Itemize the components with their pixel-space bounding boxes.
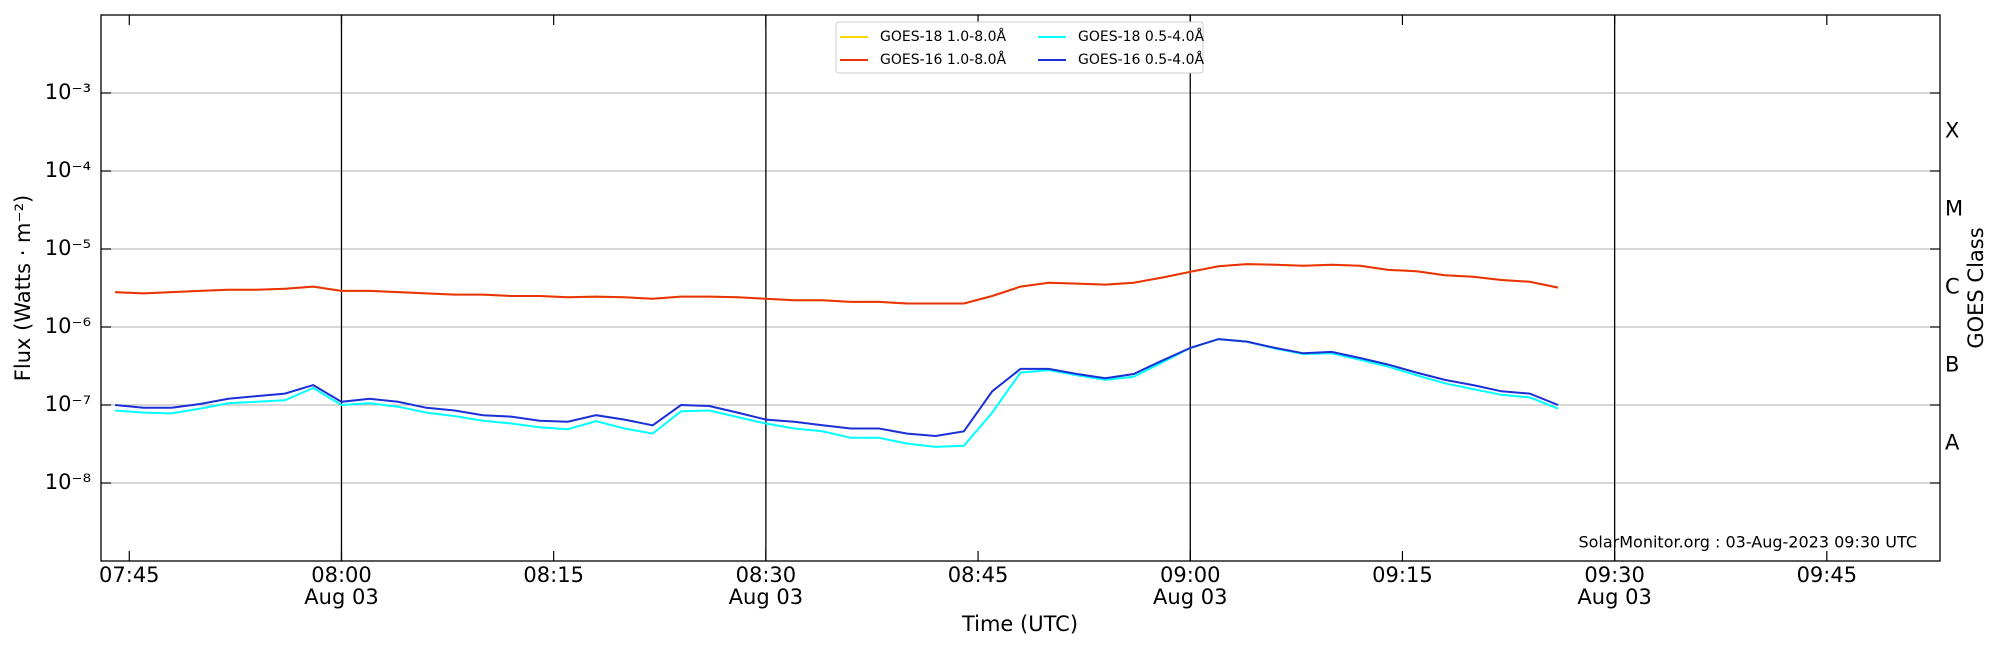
- y-tick-label: 10⁻⁶: [45, 314, 91, 338]
- x-tick-label: 09:00: [1160, 563, 1221, 587]
- x-tick-label: 08:30: [736, 563, 797, 587]
- series-line: [115, 338, 1559, 438]
- y-tick-label: 10⁻⁸: [45, 470, 91, 494]
- y-tick-label: 10⁻⁷: [45, 392, 91, 416]
- x-tick-label: 09:45: [1797, 563, 1858, 587]
- series-line: [115, 263, 1559, 305]
- series-line: [115, 263, 1559, 305]
- annotation: SolarMonitor.org : 03-Aug-2023 09:30 UTC: [1578, 533, 1917, 552]
- legend-label: GOES-18 0.5-4.0Å: [1078, 28, 1204, 45]
- y-axis-label: Flux (Watts · m⁻²): [11, 195, 35, 381]
- x-tick-date: Aug 03: [304, 585, 378, 609]
- y2-tick-label: C: [1945, 275, 1960, 299]
- x-tick-label: 08:45: [948, 563, 1009, 587]
- series-line: [115, 338, 1559, 448]
- y2-tick-label: M: [1945, 197, 1963, 221]
- plot-frame: [100, 14, 1941, 562]
- x-tick-date: Aug 03: [1153, 585, 1227, 609]
- y-tick-label: 10⁻⁵: [45, 236, 91, 260]
- x-tick-date: Aug 03: [1577, 585, 1651, 609]
- x-tick-label: 09:15: [1372, 563, 1433, 587]
- y2-tick-label: A: [1945, 431, 1960, 455]
- x-tick-label: 08:00: [311, 563, 372, 587]
- x-axis-label: Time (UTC): [961, 612, 1078, 636]
- y2-axis-label: GOES Class: [1964, 227, 1988, 348]
- legend-label: GOES-16 1.0-8.0Å: [880, 51, 1006, 68]
- x-tick-label: 08:15: [523, 563, 584, 587]
- y-tick-label: 10⁻⁴: [45, 158, 91, 182]
- legend-label: GOES-18 1.0-8.0Å: [880, 28, 1006, 45]
- legend-label: GOES-16 0.5-4.0Å: [1078, 51, 1204, 68]
- y2-tick-label: X: [1945, 119, 1959, 143]
- x-tick-label: 07:45: [99, 563, 160, 587]
- x-tick-label: 09:30: [1584, 563, 1645, 587]
- legend-box: [835, 21, 1204, 74]
- x-tick-date: Aug 03: [729, 585, 803, 609]
- y2-tick-label: B: [1945, 353, 1959, 377]
- y-tick-label: 10⁻³: [45, 80, 91, 104]
